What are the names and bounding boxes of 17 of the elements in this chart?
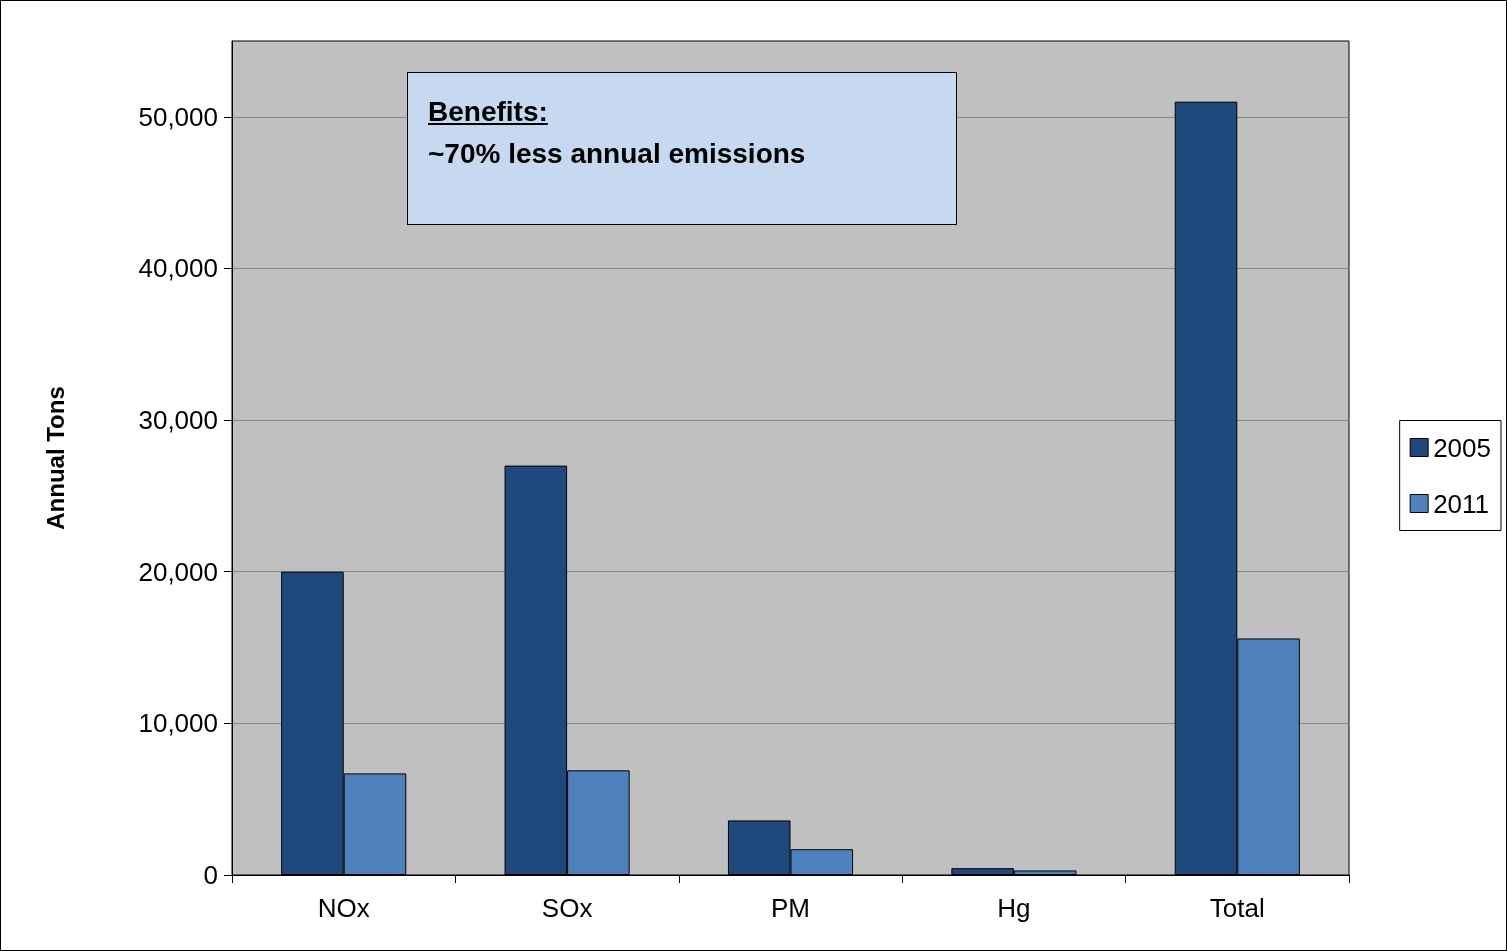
- x-tick-label: Hg: [997, 893, 1031, 923]
- x-tick-label: NOx: [317, 893, 370, 923]
- y-tick-label: 10,000: [138, 708, 218, 739]
- y-tick-label: 50,000: [138, 101, 218, 132]
- x-tick-label: PM: [771, 893, 810, 923]
- legend-label: 2011: [1433, 488, 1490, 519]
- legend-label: 2005: [1433, 432, 1491, 463]
- y-tick-label: 40,000: [138, 253, 218, 284]
- y-tick-label: 0: [203, 860, 218, 890]
- x-tick-label: Total: [1209, 893, 1265, 923]
- y-axis-title: Annual Tons: [41, 386, 69, 530]
- note-box: Benefits: ~70% less annual emissions: [407, 72, 957, 225]
- y-tick-label: 20,000: [138, 556, 218, 587]
- annotation: ~70% less annual emissions: [428, 137, 807, 171]
- x-tick-label: SOx: [541, 893, 593, 923]
- annotation: Benefits:: [428, 95, 549, 129]
- y-tick-label: 30,000: [138, 405, 218, 436]
